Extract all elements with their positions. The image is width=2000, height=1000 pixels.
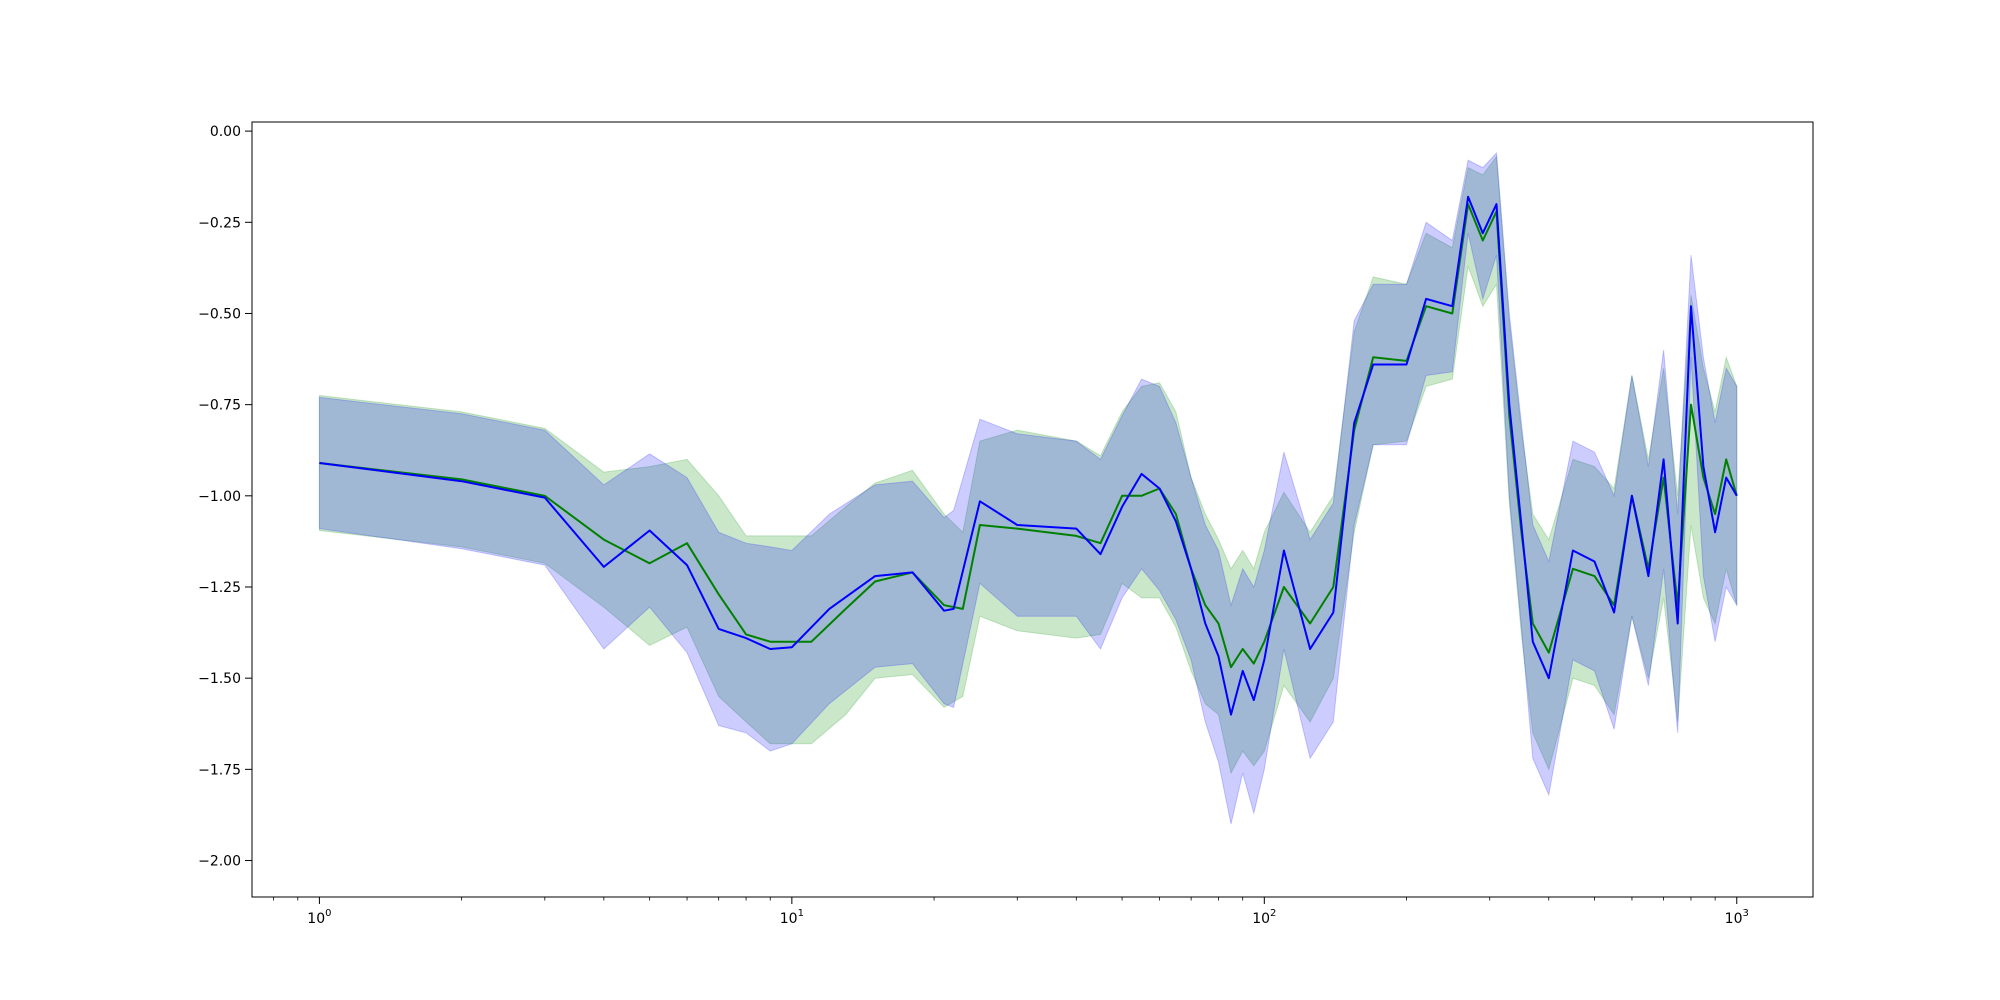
y-tick-label: −1.00 [198, 489, 241, 505]
y-tick-label: 0.00 [210, 124, 241, 140]
series-0-band [318, 155, 1738, 775]
y-tick-label: −1.75 [198, 762, 241, 778]
x-tick-label: 100 [307, 908, 331, 927]
series-1-line [319, 195, 1738, 716]
x-tick-label: 103 [1725, 908, 1749, 927]
y-tick-label: −0.25 [198, 215, 241, 231]
confidence-bands [318, 151, 1738, 825]
series-lines [319, 195, 1738, 716]
plot-frame [251, 121, 1814, 898]
x-tick-label: 102 [1252, 908, 1276, 927]
y-tick-label: −1.25 [198, 580, 241, 596]
x-axis: 100 101 102 103 [273, 897, 1749, 927]
series-1-band [318, 151, 1738, 825]
y-tick-label: −2.00 [198, 854, 241, 870]
y-axis: 0.00 −0.25 −0.50 −0.75 −1.00 −1.25 −1.50 −1.75 −… [198, 124, 252, 870]
x-tick-label: 101 [780, 908, 804, 927]
y-tick-label: −0.75 [198, 398, 241, 414]
y-tick-label: −0.50 [198, 306, 241, 322]
y-tick-label: −1.50 [198, 671, 241, 687]
